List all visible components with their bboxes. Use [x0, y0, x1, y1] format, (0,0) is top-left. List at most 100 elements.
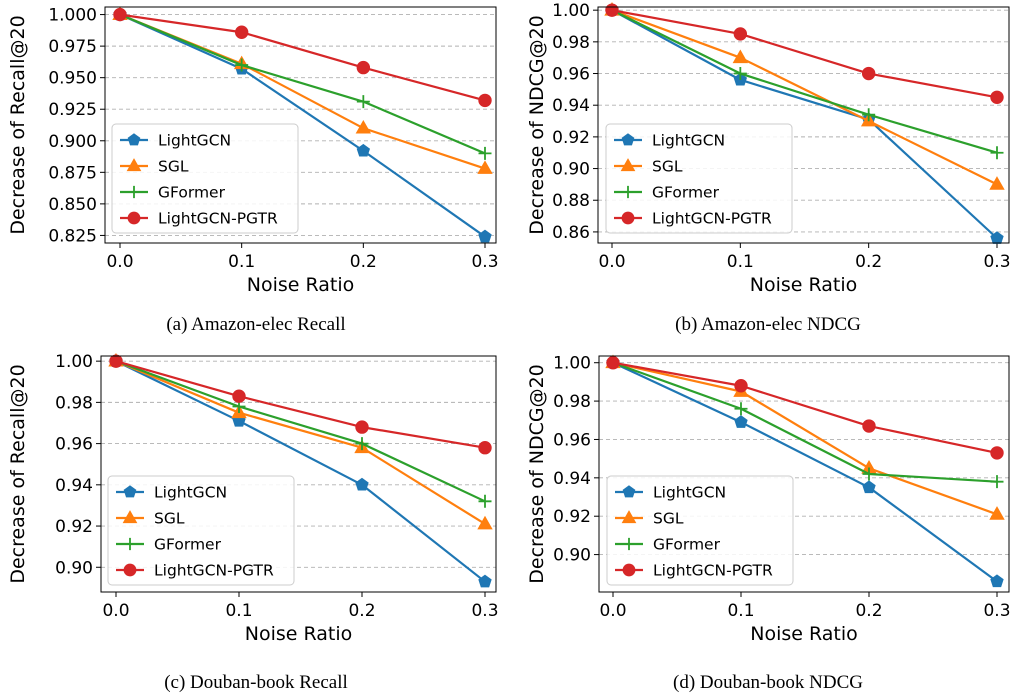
- y-tick-label: 0.96: [553, 430, 591, 450]
- data-point: [990, 475, 1004, 489]
- y-tick-label: 0.90: [553, 546, 591, 566]
- chart-c: 0.90 0.92 0.94 0.96 0.98 1.00 0.0 0.1 0.2 0.3 Nois…: [7, 352, 499, 645]
- x-tick-label: 0.3: [471, 601, 498, 621]
- legend-marker: [127, 211, 141, 225]
- data-point: [355, 420, 369, 434]
- legend-marker: [123, 563, 137, 577]
- y-ticks-a: 0.825 0.850 0.875 0.900 0.925 0.950 0.975 1.000: [48, 6, 105, 246]
- y-tick-label: 0.92: [553, 507, 591, 527]
- legend-marker: [622, 485, 636, 498]
- legend-label: SGL: [154, 510, 185, 528]
- legend-label: LightGCN: [154, 484, 227, 502]
- y-tick-label: 0.86: [552, 223, 590, 243]
- data-point: [990, 146, 1004, 160]
- series-line: [611, 9, 998, 240]
- data-point: [734, 402, 748, 416]
- y-tick-label: 0.92: [552, 128, 590, 148]
- x-tick-label: 0.0: [102, 601, 129, 621]
- legend-label: SGL: [158, 158, 189, 176]
- legend-marker: [122, 510, 138, 524]
- legend-label: LightGCN-PGTR: [154, 562, 274, 580]
- series-line: [115, 360, 486, 449]
- y-tick-label: 0.96: [552, 65, 590, 85]
- data-point: [355, 437, 369, 451]
- x-tick-label: 0.1: [228, 252, 255, 272]
- x-tick-label: 0.2: [855, 252, 882, 272]
- y-tick-label: 0.98: [55, 393, 93, 413]
- legend-marker: [127, 133, 141, 146]
- x-tick-label: 0.1: [727, 252, 754, 272]
- series-group-b: [604, 1, 1005, 244]
- y-tick-label: 0.88: [552, 191, 590, 211]
- y-tick-label: 0.90: [552, 160, 590, 180]
- x-ticks-d: 0.0 0.1 0.2 0.3: [599, 592, 1011, 621]
- subplot-a: 0.825 0.850 0.875 0.900 0.925 0.950 0.975 1.000…: [0, 0, 512, 350]
- x-tick-label: 0.0: [599, 601, 626, 621]
- legend-label: LightGCN: [652, 132, 725, 150]
- series-line: [119, 13, 486, 102]
- legend-label: SGL: [653, 510, 684, 528]
- plot-frame: [104, 6, 497, 244]
- legend-box: [111, 123, 299, 234]
- legend-label: GFormer: [653, 536, 721, 554]
- data-point: [478, 93, 492, 108]
- x-ticks-a: 0.0 0.1 0.2 0.3: [106, 243, 499, 272]
- legend-marker: [622, 563, 636, 577]
- x-tick-label: 0.1: [225, 601, 252, 621]
- legend-label: GFormer: [158, 184, 226, 202]
- y-ticks-b: 0.86 0.88 0.90 0.92 0.94 0.96 0.98 1.00: [552, 1, 598, 243]
- caption-b: (b) Amazon-elec NDCG: [675, 314, 861, 335]
- legend-label: LightGCN: [158, 132, 231, 150]
- data-point: [862, 419, 876, 433]
- legend-label: GFormer: [652, 184, 720, 202]
- legend-d: LightGCN SGL GFormer LightGCN-PGTR: [606, 475, 794, 586]
- y-ticks-d: 0.90 0.92 0.94 0.96 0.98 1.00: [553, 354, 599, 566]
- x-tick-label: 0.3: [983, 252, 1010, 272]
- x-tick-label: 0.2: [855, 601, 882, 621]
- series-line: [611, 9, 998, 186]
- data-point: [862, 467, 876, 481]
- legend-box: [605, 123, 793, 234]
- legend-label: LightGCN-PGTR: [158, 210, 278, 228]
- y-axis-label: Decrease of Recall@20: [7, 15, 29, 234]
- data-point: [232, 389, 246, 403]
- data-point: [861, 66, 876, 81]
- y-tick-label: 0.96: [55, 435, 93, 455]
- series-line: [612, 361, 998, 483]
- plot-frame: [598, 355, 1010, 593]
- subplot-b: 0.86 0.88 0.90 0.92 0.94 0.96 0.98 1.00 0.0 0.1 0.…: [512, 0, 1024, 350]
- subplot-c: 0.90 0.92 0.94 0.96 0.98 1.00 0.0 0.1 0.2 0.3 Nois…: [0, 350, 512, 700]
- legend-marker: [621, 185, 635, 199]
- data-point: [355, 119, 372, 134]
- series-group-c: [108, 352, 493, 588]
- series-line: [115, 360, 486, 503]
- y-tick-label: 0.925: [48, 100, 97, 120]
- x-tick-label: 0.0: [598, 252, 625, 272]
- x-axis-label: Noise Ratio: [245, 623, 353, 645]
- y-tick-label: 0.975: [48, 37, 97, 57]
- data-point: [355, 477, 369, 491]
- y-tick-label: 1.000: [48, 6, 97, 26]
- data-point: [989, 176, 1005, 190]
- x-ticks-b: 0.0 0.1 0.2 0.3: [598, 243, 1011, 272]
- caption-a: (a) Amazon-elec Recall: [166, 314, 346, 335]
- data-point: [990, 446, 1004, 460]
- y-tick-label: 0.875: [48, 163, 97, 183]
- legend-box: [606, 475, 794, 586]
- x-tick-label: 0.2: [350, 252, 377, 272]
- y-axis-label: Decrease of NDCG@20: [526, 364, 548, 583]
- x-axis-label: Noise Ratio: [750, 623, 858, 645]
- legend-marker: [126, 158, 142, 172]
- data-point: [235, 58, 249, 72]
- x-ticks-c: 0.0 0.1 0.2 0.3: [102, 592, 499, 621]
- data-point: [862, 108, 876, 122]
- y-tick-label: 0.92: [55, 517, 93, 537]
- y-tick-label: 0.950: [48, 69, 97, 89]
- data-point: [734, 379, 748, 393]
- x-tick-label: 0.0: [106, 252, 133, 272]
- y-axis-label: Decrease of NDCG@20: [526, 15, 548, 234]
- legend-marker: [127, 185, 141, 199]
- y-tick-label: 1.00: [552, 1, 590, 21]
- data-point: [113, 7, 127, 22]
